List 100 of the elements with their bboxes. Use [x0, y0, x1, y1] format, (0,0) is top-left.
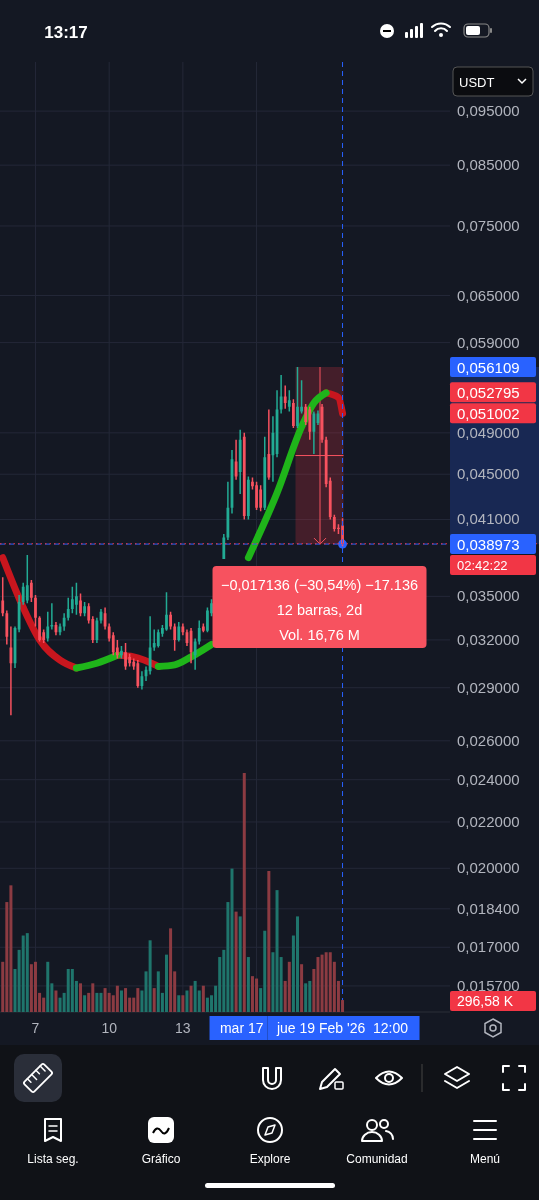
bar	[275, 890, 279, 1012]
bar	[33, 961, 37, 1012]
bar	[136, 988, 140, 1012]
bar	[66, 968, 70, 1012]
y-tick-label: 0,095000	[457, 102, 520, 120]
y-tick-label: 0,035000	[457, 587, 520, 605]
bar	[246, 957, 250, 1012]
candlestick	[279, 374, 283, 414]
bar	[91, 983, 95, 1012]
y-tick-label: 0,017000	[457, 938, 520, 956]
y-tick-label: 0,018400	[457, 899, 520, 917]
bar	[177, 995, 181, 1012]
text: 0,056109	[457, 359, 520, 376]
candlestick	[148, 616, 152, 675]
bar	[238, 916, 242, 1012]
candlestick	[312, 411, 316, 455]
candlestick	[267, 409, 271, 480]
bar	[193, 980, 197, 1012]
bar	[185, 990, 189, 1012]
bar	[156, 971, 160, 1012]
y-tick-label: 0,022000	[457, 812, 520, 830]
y-tick-label: 0,024000	[457, 770, 520, 788]
text: Comunidad	[346, 1152, 408, 1166]
text: jue 19 Feb '26 12:00	[275, 1020, 409, 1036]
bar	[328, 952, 332, 1012]
text: 0,038973	[457, 536, 520, 554]
text: 0,052795	[457, 384, 520, 402]
y-tick-label: 0,059000	[457, 333, 520, 351]
bar	[242, 773, 246, 1012]
bar	[189, 985, 193, 1012]
bar	[29, 964, 33, 1012]
text: Gráfico	[141, 1152, 181, 1166]
bar	[140, 990, 144, 1012]
bar	[255, 978, 259, 1012]
bar	[25, 933, 29, 1012]
annotation: Vol. 16,76 M	[279, 627, 360, 644]
candlestick	[283, 385, 287, 409]
bar	[115, 985, 119, 1012]
annotation: 12 barras, 2d	[276, 602, 363, 619]
bar	[169, 928, 173, 1012]
bar	[234, 911, 238, 1012]
bar	[99, 992, 103, 1012]
y-tick-label: 0,085000	[457, 156, 520, 174]
text: 296,58 K	[457, 993, 514, 1010]
bar	[83, 995, 87, 1012]
bar	[119, 990, 123, 1012]
bar	[79, 983, 83, 1012]
y-tick-label: 0,020000	[457, 859, 520, 877]
text: 02:42:22	[457, 558, 508, 574]
bar	[287, 961, 291, 1012]
annotation: −0,017136 (−30,54%) −17.136	[220, 577, 419, 594]
bar	[263, 930, 267, 1012]
x-tick-label: 10	[101, 1020, 118, 1036]
y-tick-label: 0,029000	[457, 678, 520, 696]
y-tick-label: 0,032000	[457, 630, 520, 648]
y-tick-label: 0,049000	[457, 423, 520, 441]
bar	[95, 992, 99, 1012]
bar	[152, 988, 156, 1012]
bar	[201, 985, 205, 1012]
bar	[9, 885, 13, 1012]
y-tick-label: 0,045000	[457, 465, 520, 483]
x-tick-label: 7	[31, 1020, 40, 1036]
bar	[296, 916, 299, 1012]
text: 0,051002	[457, 405, 520, 423]
bar	[21, 935, 25, 1012]
bar	[271, 952, 275, 1012]
text: 13:17	[44, 23, 88, 42]
y-tick-label: 0,026000	[457, 731, 520, 749]
y-tick-label: 0,075000	[457, 216, 520, 234]
bar	[308, 980, 312, 1012]
text: USDT	[459, 75, 495, 90]
bar	[250, 976, 254, 1012]
y-tick-label: 0,015700	[457, 976, 520, 994]
bar	[205, 997, 209, 1012]
bar	[320, 954, 324, 1012]
text: Lista seg.	[27, 1152, 79, 1166]
text: Explore	[249, 1152, 291, 1166]
bar	[316, 957, 320, 1012]
bar	[42, 997, 46, 1012]
candlestick	[9, 626, 13, 716]
y-tick-label: 0,041000	[457, 510, 520, 528]
bar	[324, 952, 328, 1012]
bar	[70, 968, 74, 1012]
bar	[148, 940, 152, 1012]
bar	[304, 983, 308, 1012]
bar	[103, 988, 107, 1012]
y-tick-label: 0,065000	[457, 286, 520, 304]
bar	[58, 997, 62, 1012]
bar	[300, 964, 304, 1012]
text: mar 17	[219, 1020, 264, 1036]
bar	[107, 992, 111, 1012]
bar	[267, 870, 271, 1012]
bar	[181, 995, 185, 1012]
bar	[164, 954, 168, 1012]
bar	[54, 990, 58, 1012]
x-tick-label: 13	[175, 1020, 191, 1036]
bar	[46, 961, 50, 1012]
bar	[124, 988, 128, 1012]
bar	[230, 868, 234, 1012]
text: Menú	[469, 1152, 501, 1166]
